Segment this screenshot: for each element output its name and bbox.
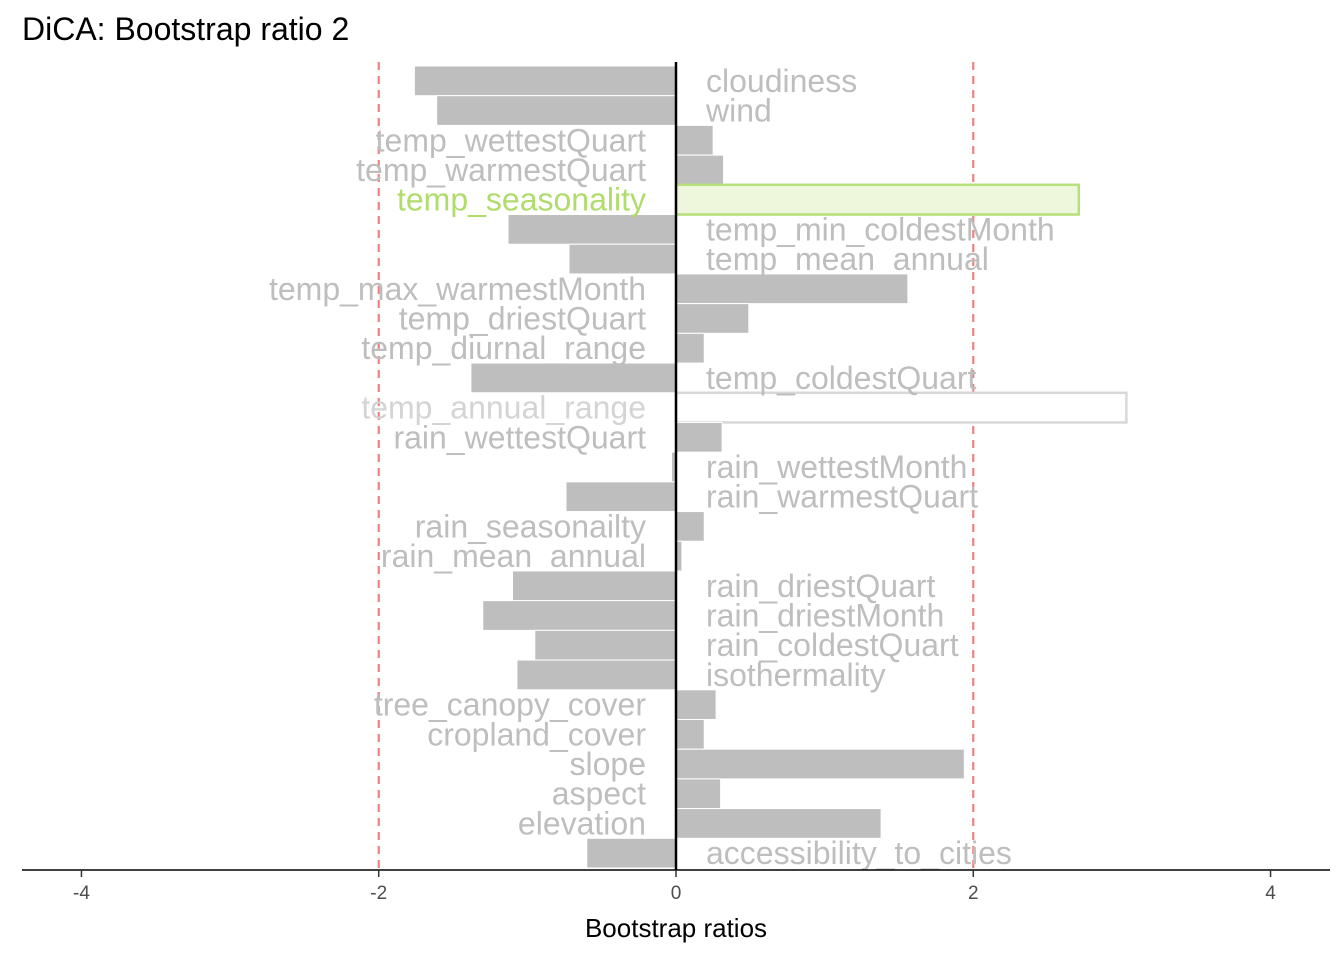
bar-label-temp_wettestQuart: temp_wettestQuart <box>376 122 646 158</box>
bar-rain_warmestQuart <box>565 481 677 513</box>
bar-isothermality <box>516 659 677 691</box>
bar-label-rain_wettestMonth: rain_wettestMonth <box>706 449 967 485</box>
bar-temp_warmestQuart <box>675 154 725 186</box>
bar-label-temp_mean_annual: temp_mean_annual <box>706 241 989 277</box>
x-tick-label-4: 4 <box>1265 883 1276 904</box>
chart-title: DiCA: Bootstrap ratio 2 <box>22 11 349 47</box>
bar-label-isothermality: isothermality <box>706 657 886 693</box>
x-tick-label-2: 2 <box>968 883 979 904</box>
bars <box>413 65 1128 869</box>
bar-rain_wettestQuart <box>675 421 723 453</box>
bar-label-aspect: aspect <box>552 776 646 812</box>
bar-label-elevation: elevation <box>518 805 646 841</box>
bar-wind <box>436 95 677 126</box>
bar-tree_canopy_cover <box>675 689 717 720</box>
bar-label-temp_warmestQuart: temp_warmestQuart <box>356 152 646 188</box>
bar-label-rain_coldestQuart: rain_coldestQuart <box>706 627 959 663</box>
bar-label-temp_max_warmestMonth: temp_max_warmestMonth <box>269 271 646 307</box>
x-tick-label--4: -4 <box>73 883 90 904</box>
bar-temp_seasonality <box>674 183 1081 216</box>
bar-temp_driestQuart <box>675 303 750 334</box>
bar-rain_driestQuart <box>512 570 677 602</box>
x-axis-title: Bootstrap ratios <box>585 913 767 943</box>
bar-temp_wettestQuart <box>675 124 714 156</box>
bar-rain_coldestQuart <box>534 629 677 661</box>
bar-rain_driestMonth <box>482 600 677 631</box>
bar-label-temp_min_coldestMonth: temp_min_coldestMonth <box>706 211 1055 247</box>
bar-label-rain_wettestQuart: rain_wettestQuart <box>393 419 646 455</box>
bar-label-accessibility_to_cities: accessibility_to_cities <box>706 835 1012 871</box>
bar-label-rain_driestQuart: rain_driestQuart <box>706 568 936 604</box>
bar-label-temp_seasonality: temp_seasonality <box>397 182 646 218</box>
bar-temp_mean_annual <box>568 243 677 275</box>
bar-cropland_cover <box>675 718 705 750</box>
bar-temp_annual_range <box>674 391 1128 424</box>
bar-label-rain_warmestQuart: rain_warmestQuart <box>706 479 978 515</box>
threshold-lines <box>377 62 975 870</box>
bar-temp_coldestQuart <box>470 362 677 394</box>
bar-temp_min_coldestMonth <box>507 214 677 245</box>
bar-label-rain_driestMonth: rain_driestMonth <box>706 598 944 634</box>
bar-label-cropland_cover: cropland_cover <box>427 716 646 752</box>
bar-label-wind: wind <box>705 93 772 129</box>
bar-label-rain_seasonailty: rain_seasonailty <box>415 508 646 544</box>
bar-slope <box>675 748 965 780</box>
bar-rain_seasonailty <box>675 511 705 542</box>
bar-label-temp_driestQuart: temp_driestQuart <box>399 300 646 336</box>
bar-label-cloudiness: cloudiness <box>706 63 857 99</box>
bar-label-temp_diurnal_range: temp_diurnal_range <box>361 330 646 366</box>
bar-temp_diurnal_range <box>675 332 705 364</box>
bar-temp_max_warmestMonth <box>675 273 909 305</box>
bar-label-temp_coldestQuart: temp_coldestQuart <box>706 360 976 396</box>
bar-label-tree_canopy_cover: tree_canopy_cover <box>374 687 647 723</box>
bar-aspect <box>675 778 722 810</box>
x-tick-label--2: -2 <box>370 883 387 904</box>
bar-label-slope: slope <box>570 746 647 782</box>
bar-cloudiness <box>413 65 677 97</box>
x-axis-ticks: -4 -2 0 2 4 <box>73 870 1276 904</box>
bar-accessibility_to_cities <box>586 837 677 869</box>
bar-label-temp_annual_range: temp_annual_range <box>361 390 646 426</box>
x-tick-label-0: 0 <box>671 883 682 904</box>
bar-elevation <box>675 808 882 839</box>
bar-label-rain_mean_annual: rain_mean_annual <box>381 538 646 574</box>
